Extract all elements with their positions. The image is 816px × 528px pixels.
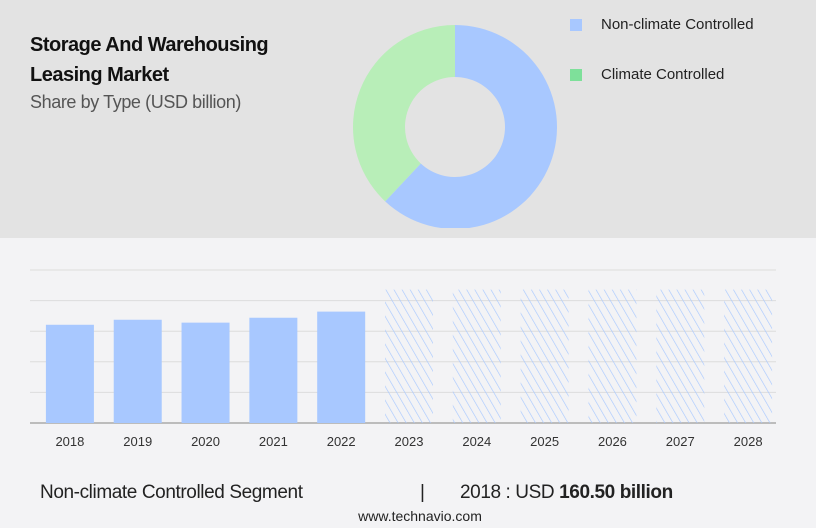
bar-2027 xyxy=(656,289,705,423)
bar-2026 xyxy=(588,289,637,423)
bar-2019 xyxy=(113,319,162,423)
x-tick-label: 2025 xyxy=(530,434,559,449)
x-tick-label: 2020 xyxy=(191,434,220,449)
bar-2018 xyxy=(45,324,94,423)
legend-label: Non-climate Controlled xyxy=(601,16,754,33)
bar-2021 xyxy=(249,317,298,423)
footer-separator: | xyxy=(420,482,425,503)
legend-swatch xyxy=(570,18,582,31)
bar-2024 xyxy=(452,289,501,423)
x-tick-label: 2026 xyxy=(598,434,627,449)
x-tick-label: 2021 xyxy=(259,434,288,449)
chart-title: Storage And Warehousing Leasing Market xyxy=(30,34,269,86)
bar-2023 xyxy=(385,289,433,423)
legend-swatch xyxy=(570,68,582,81)
chart-subtitle: Share by Type (USD billion) xyxy=(30,92,241,112)
donut-slice-0 xyxy=(385,25,557,228)
x-tick-label: 2019 xyxy=(123,434,152,449)
donut-chart xyxy=(353,25,557,228)
bar-2028 xyxy=(724,289,773,423)
legend-item-non-climate: Non-climate Controlled xyxy=(570,16,754,33)
footer-segment: Non-climate Controlled Segment xyxy=(40,482,303,503)
legend-label: Climate Controlled xyxy=(601,66,725,83)
footer-year: 2018 : USD xyxy=(460,482,560,503)
bar-2020 xyxy=(181,322,230,423)
donut-slice-1 xyxy=(353,25,455,202)
x-tick-label: 2022 xyxy=(327,434,356,449)
x-tick-label: 2028 xyxy=(734,434,763,449)
x-tick-label: 2023 xyxy=(395,434,424,449)
footer-value: 160.50 billion xyxy=(559,482,673,503)
bar-2025 xyxy=(520,289,569,423)
header-panel: Storage And Warehousing Leasing Market S… xyxy=(0,0,816,238)
legend-item-climate: Climate Controlled xyxy=(570,66,724,83)
website: www.technavio.com xyxy=(358,508,482,524)
x-tick-label: 2027 xyxy=(666,434,695,449)
x-tick-label: 2024 xyxy=(462,434,491,449)
x-tick-label: 2018 xyxy=(55,434,84,449)
bar-2022 xyxy=(317,311,366,423)
bar-chart: 2018 2019 2020 2021 2022 2023 2024 2025 2026 2027… xyxy=(30,269,776,449)
